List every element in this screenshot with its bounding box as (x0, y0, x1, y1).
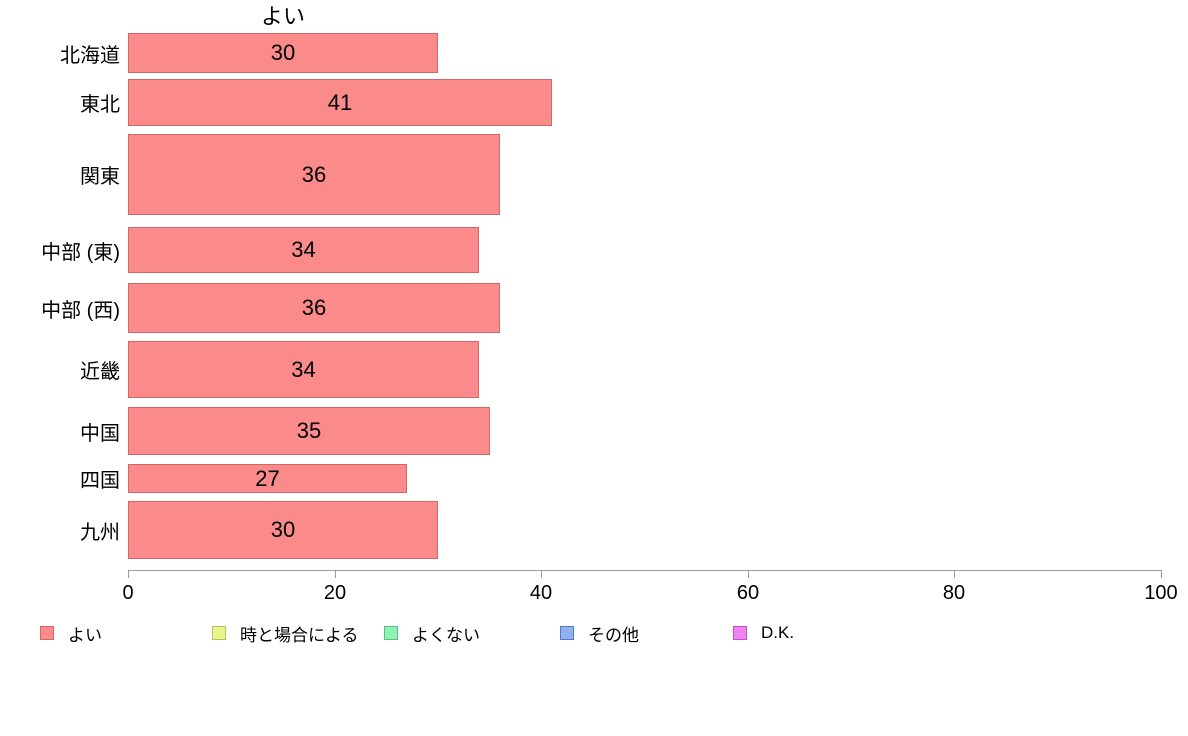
bar: 41 (128, 79, 552, 126)
bar: 35 (128, 407, 490, 455)
bar-value-label: 34 (291, 356, 316, 382)
category-label: 中部 (東) (41, 241, 120, 264)
category-label: 近畿 (80, 361, 120, 383)
x-axis-tick (748, 570, 749, 578)
bar-value-label: 36 (301, 295, 327, 320)
legend-swatch (733, 626, 747, 640)
bar: 30 (128, 501, 438, 559)
legend-swatch (40, 626, 54, 640)
x-axis-tick-label: 40 (529, 582, 553, 604)
x-axis-tick (1161, 570, 1162, 578)
legend-label: その他 (588, 625, 639, 645)
legend-label: 時と場合による (240, 625, 359, 645)
bar-value-label: 27 (255, 465, 280, 491)
bar-value-label: 41 (327, 89, 353, 115)
legend-label: よい (68, 625, 102, 645)
legend-label: よくない (412, 625, 480, 645)
bar: 34 (128, 227, 479, 273)
category-label: 関東 (80, 166, 120, 188)
legend-swatch (212, 626, 226, 640)
bar-value-label: 36 (301, 161, 327, 187)
category-label: 四国 (80, 470, 120, 492)
bar: 27 (128, 464, 407, 493)
x-axis-tick-label: 100 (1144, 582, 1178, 604)
legend-label: D.K. (761, 623, 795, 642)
chart-title: よい (260, 4, 305, 29)
bar-value-label: 34 (291, 237, 316, 262)
category-label: 北海道 (60, 44, 120, 67)
bar-value-label: 30 (270, 517, 296, 542)
x-axis-tick (128, 570, 129, 578)
bar: 34 (128, 341, 479, 398)
x-axis-tick-label: 0 (122, 582, 134, 604)
x-axis-tick-label: 20 (323, 582, 347, 604)
legend-swatch (384, 626, 398, 640)
legend-item: その他 (560, 624, 639, 645)
bar: 30 (128, 33, 438, 73)
x-axis-tick-label: 80 (942, 582, 966, 604)
bar: 36 (128, 283, 500, 333)
x-axis-tick (954, 570, 955, 578)
category-label: 東北 (80, 94, 120, 116)
legend-item: D.K. (733, 623, 795, 642)
x-axis-line (128, 570, 1161, 571)
legend-swatch (560, 626, 574, 640)
category-label: 中国 (80, 422, 120, 445)
bar: 36 (128, 134, 500, 215)
x-axis-tick (335, 570, 336, 578)
legend-item: 時と場合による (212, 624, 359, 645)
legend-item: よい (40, 624, 102, 645)
category-label: 中部 (西) (41, 299, 120, 322)
category-label: 九州 (80, 521, 120, 544)
x-axis-tick-label: 60 (736, 582, 760, 604)
x-axis-tick (541, 570, 542, 578)
legend-item: よくない (384, 624, 480, 645)
bar-value-label: 35 (296, 418, 322, 443)
bar-value-label: 30 (270, 40, 296, 65)
